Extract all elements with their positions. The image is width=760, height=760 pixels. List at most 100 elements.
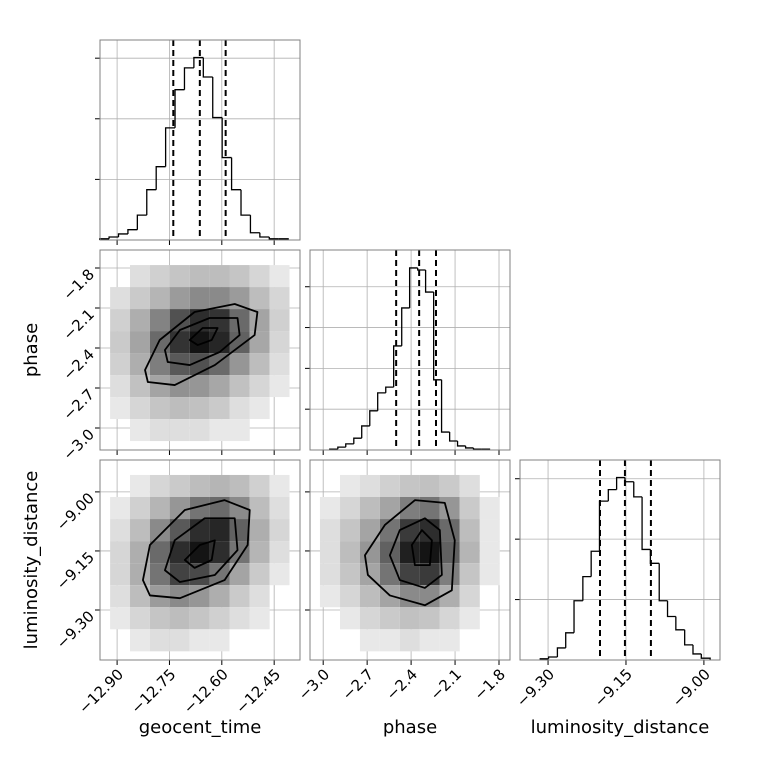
density-cell <box>130 419 150 442</box>
density-cell <box>249 309 270 332</box>
density-cell <box>359 607 380 630</box>
density-cell <box>149 474 170 498</box>
y-tick-label: −2.1 <box>60 305 98 343</box>
contour <box>388 517 443 589</box>
density-cell <box>340 585 360 608</box>
density-cell <box>189 397 210 420</box>
density-cell <box>269 353 290 376</box>
density-cell <box>359 629 380 652</box>
density-cell <box>249 585 270 608</box>
density-cell <box>359 585 380 608</box>
density-cell <box>379 607 400 630</box>
density-cell <box>110 397 131 420</box>
density-cell <box>169 497 190 520</box>
density-cell <box>319 497 341 520</box>
hist-step <box>221 117 232 159</box>
density-cell <box>439 497 460 520</box>
hist-step <box>424 270 434 293</box>
hist-step <box>547 656 558 659</box>
hist-step <box>240 189 251 216</box>
x-tick-label: −2.1 <box>427 665 465 703</box>
density-cell <box>130 375 150 398</box>
density-cell <box>130 563 150 586</box>
density-cell <box>169 629 190 652</box>
density-cell <box>439 629 460 652</box>
density-cell <box>439 563 460 586</box>
panel: −12.90 −12.75 −12.60 −12.45 −9.00 −9.15 −9.30 g… <box>21 459 301 738</box>
density-cell <box>189 309 210 332</box>
density-cell <box>249 265 270 288</box>
panel: −9.30 −9.15 −9.00 luminosity_distance <box>513 459 721 738</box>
hist-step <box>692 644 702 655</box>
density-cell <box>229 497 250 520</box>
density-cell <box>319 541 341 564</box>
density-cell <box>399 607 420 630</box>
density-cell <box>269 519 290 542</box>
x-tick-label: −12.45 <box>232 665 284 717</box>
y-tick-label: −2.7 <box>60 385 98 423</box>
density-cell <box>169 563 190 586</box>
y-axis-label: luminosity_distance <box>21 471 42 650</box>
density-cell <box>379 541 400 564</box>
density-cell <box>110 287 131 310</box>
density-cell <box>269 541 290 564</box>
density-cell <box>399 497 420 520</box>
x-tick-label: −1.8 <box>471 665 509 703</box>
density-cell <box>189 585 210 608</box>
density-cell <box>459 607 480 630</box>
density-cell <box>130 519 150 542</box>
density-cell <box>459 563 480 586</box>
density-cell <box>169 309 190 332</box>
density-cell <box>229 375 250 398</box>
density-cell <box>379 474 400 498</box>
density-cell <box>110 563 131 586</box>
density-cell <box>169 585 190 608</box>
density-cell <box>130 265 150 288</box>
density-cell <box>149 607 170 630</box>
density-cell <box>209 474 230 498</box>
hist-step <box>565 632 575 648</box>
x-axis-label: geocent_time <box>139 717 262 738</box>
density-cell <box>229 353 250 376</box>
hist-step <box>369 410 378 426</box>
contour <box>144 303 259 386</box>
density-cell <box>229 607 250 630</box>
y-tick-label: −1.8 <box>60 265 98 303</box>
panel-background <box>520 460 720 660</box>
density-cell <box>359 474 380 498</box>
hist-step <box>174 89 185 128</box>
panel-frame <box>309 249 511 451</box>
panel <box>305 249 511 455</box>
density-cell <box>340 519 360 542</box>
hist-step <box>433 292 442 381</box>
x-tick-label: −12.60 <box>180 665 232 717</box>
hist-step <box>448 432 458 442</box>
density-cell <box>149 309 170 332</box>
density-cell <box>130 397 150 420</box>
density-cell <box>110 353 131 376</box>
density-cell <box>169 474 190 498</box>
density-cell <box>340 541 360 564</box>
density-cell <box>209 265 230 288</box>
hist-step <box>641 496 651 551</box>
density-cell <box>149 265 170 288</box>
hist-step <box>268 236 279 240</box>
density-cell <box>130 474 150 498</box>
contour <box>164 317 241 366</box>
density-cell <box>459 474 480 498</box>
density-cell <box>110 607 131 630</box>
hist-step <box>633 481 643 498</box>
density-cell <box>269 497 290 520</box>
density-cell <box>249 541 270 564</box>
density-cell <box>249 331 270 354</box>
density-cell <box>479 497 500 520</box>
density-cell <box>169 541 190 564</box>
hist-step <box>472 447 482 450</box>
density-cell <box>189 629 210 652</box>
hist-step <box>146 189 157 216</box>
hist-step <box>117 233 128 237</box>
density-cell <box>399 629 420 652</box>
hist-step <box>361 425 370 439</box>
x-tick-label: −12.90 <box>75 665 127 717</box>
